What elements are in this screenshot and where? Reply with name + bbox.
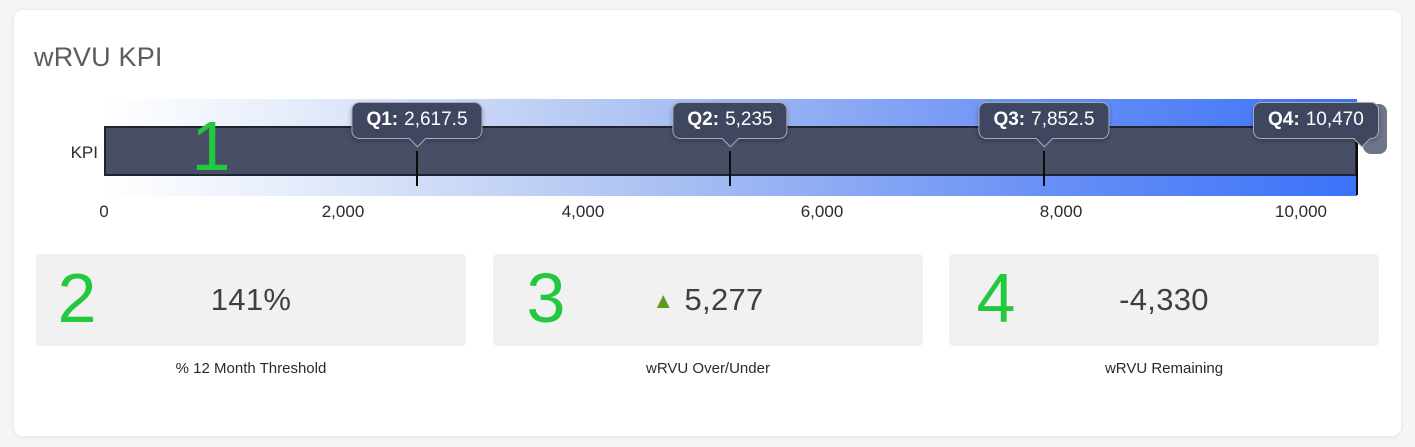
som-mark-1: 1	[191, 107, 231, 185]
q4-callout-value: 10,470	[1305, 109, 1364, 130]
q1-callout-value: 2,617.5	[404, 109, 468, 130]
axis-label-10000: 10,000	[1275, 202, 1327, 221]
remaining-caption: wRVU Remaining	[1104, 360, 1224, 377]
gauge-category-label: KPI	[70, 143, 98, 162]
card-threshold[interactable]: 141%	[36, 254, 466, 346]
axis-label-4000: 4,000	[561, 202, 605, 221]
q1-tick	[416, 151, 418, 186]
page-title: wRVU KPI	[34, 42, 163, 72]
q4-callout: Q4: 10,470	[1253, 102, 1379, 147]
over-under-value: ▲ 5,277	[652, 282, 763, 318]
axis-label-0: 0	[99, 202, 109, 221]
wrvu-kpi-panel: wRVU KPI KPI Q1: 2,617.5 Q2: 5,235 Q3: 7,85…	[13, 9, 1402, 437]
card-remaining[interactable]: -4,330	[949, 254, 1379, 346]
q4-tick	[1356, 127, 1358, 195]
q3-callout: Q3: 7,852.5	[978, 102, 1110, 147]
threshold-caption: % 12 Month Threshold	[175, 360, 327, 377]
card-over-under[interactable]: ▲ 5,277	[493, 254, 923, 346]
threshold-value: 141%	[210, 282, 292, 317]
som-mark-3: 3	[526, 259, 566, 337]
q3-callout-label: Q3:	[993, 109, 1026, 130]
kpi-gauge[interactable]: KPI Q1: 2,617.5 Q2: 5,235 Q3: 7,852.5 Q4: 10…	[14, 10, 1403, 240]
som-mark-2: 2	[57, 259, 97, 337]
q3-callout-value: 7,852.5	[1031, 109, 1095, 130]
q1-callout-label: Q1:	[366, 109, 399, 130]
q2-tick	[729, 151, 731, 186]
q2-callout-label: Q2:	[687, 109, 720, 130]
q3-tick	[1043, 151, 1045, 186]
axis-label-2000: 2,000	[321, 202, 365, 221]
som-mark-4: 4	[976, 259, 1016, 337]
over-under-number: 5,277	[684, 282, 764, 317]
over-under-caption: wRVU Over/Under	[646, 360, 770, 377]
q2-callout-value: 5,235	[725, 109, 773, 130]
trend-up-icon: ▲	[652, 288, 675, 313]
axis-label-8000: 8,000	[1039, 202, 1083, 221]
q1-callout: Q1: 2,617.5	[351, 102, 483, 147]
axis-label-6000: 6,000	[800, 202, 844, 221]
remaining-value: -4,330	[1119, 282, 1209, 317]
q4-callout-label: Q4:	[1268, 109, 1300, 130]
q2-callout: Q2: 5,235	[672, 102, 788, 147]
